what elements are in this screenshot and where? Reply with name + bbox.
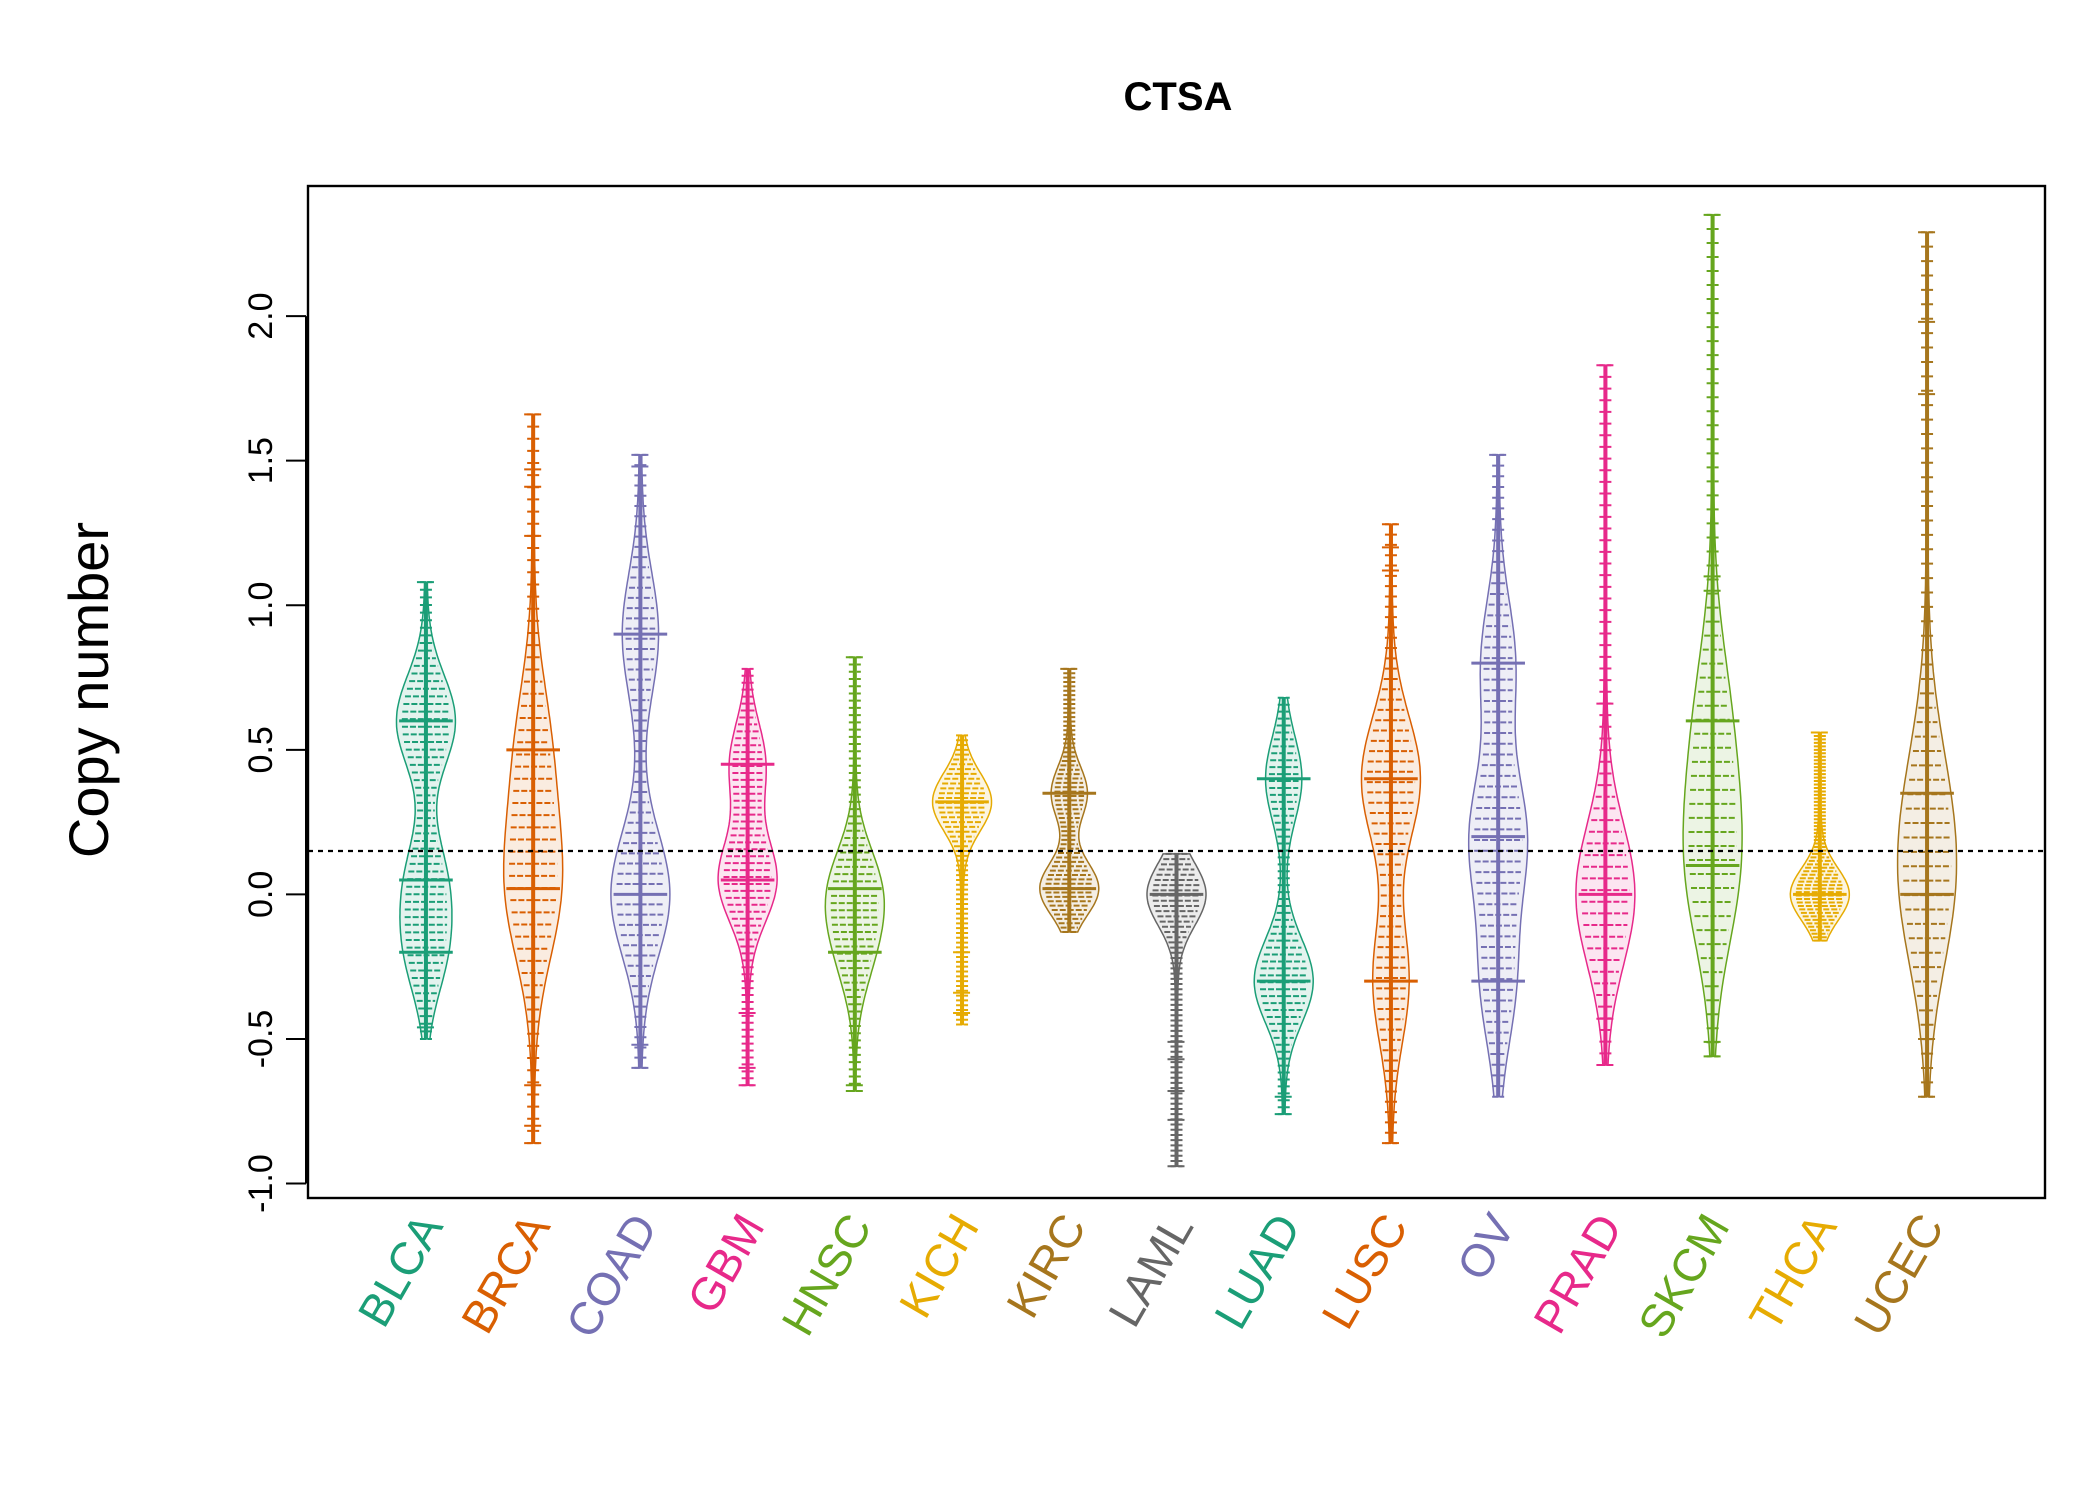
- bean-skcm: [1682, 213, 1743, 1058]
- x-category-label-brca: BRCA: [451, 1205, 560, 1342]
- x-category-label-lusc: LUSC: [1311, 1205, 1417, 1337]
- x-category-label-gbm: GBM: [677, 1205, 774, 1322]
- y-tick-label: -1.0: [242, 1154, 280, 1213]
- x-category-label-kich: KICH: [889, 1205, 989, 1326]
- x-category-label-skcm: SKCM: [1628, 1205, 1739, 1346]
- x-category-label-laml: LAML: [1098, 1205, 1203, 1335]
- plot-frame: [306, 184, 2047, 1200]
- x-category-label-ov: OV: [1447, 1205, 1525, 1289]
- chart-title: CTSA: [1124, 75, 1233, 119]
- bean-prad: [1575, 364, 1636, 1066]
- y-tick-label: 0.0: [242, 871, 280, 918]
- x-category-label-ucec: UCEC: [1844, 1205, 1954, 1344]
- y-tick-label: 1.5: [242, 437, 280, 484]
- bean-kich: [931, 734, 993, 1026]
- bean-hnsc: [824, 656, 886, 1093]
- bean-lusc: [1360, 523, 1422, 1145]
- x-category-label-kirc: KIRC: [996, 1205, 1096, 1326]
- y-axis: -1.0 -0.5 0.0 0.5 1.0 1.5 2.0: [242, 292, 307, 1213]
- x-category-label-prad: PRAD: [1523, 1205, 1632, 1342]
- y-tick-label: 2.0: [242, 292, 280, 339]
- x-category-label-thca: THCA: [1739, 1205, 1847, 1340]
- bean-ov: [1467, 453, 1529, 1098]
- x-category-label-hnsc: HNSC: [771, 1205, 881, 1344]
- bean-laml: [1146, 852, 1207, 1168]
- bean-kirc: [1039, 667, 1100, 933]
- x-category-label-luad: LUAD: [1204, 1205, 1310, 1337]
- y-tick-label: -0.5: [242, 1010, 280, 1069]
- x-category-label-coad: COAD: [556, 1205, 667, 1346]
- beans-layer: [395, 213, 1958, 1168]
- bean-gbm: [717, 667, 778, 1087]
- bean-coad: [610, 453, 671, 1069]
- bean-brca: [502, 413, 564, 1145]
- y-tick-label: 1.0: [242, 582, 280, 629]
- x-category-label-blca: BLCA: [347, 1205, 452, 1335]
- y-tick-label: 0.5: [242, 726, 280, 773]
- bean-blca: [395, 581, 457, 1040]
- y-axis-label: Copy number: [57, 522, 120, 858]
- bean-thca: [1789, 731, 1851, 942]
- bean-luad: [1253, 696, 1314, 1116]
- bean-ucec: [1896, 231, 1958, 1098]
